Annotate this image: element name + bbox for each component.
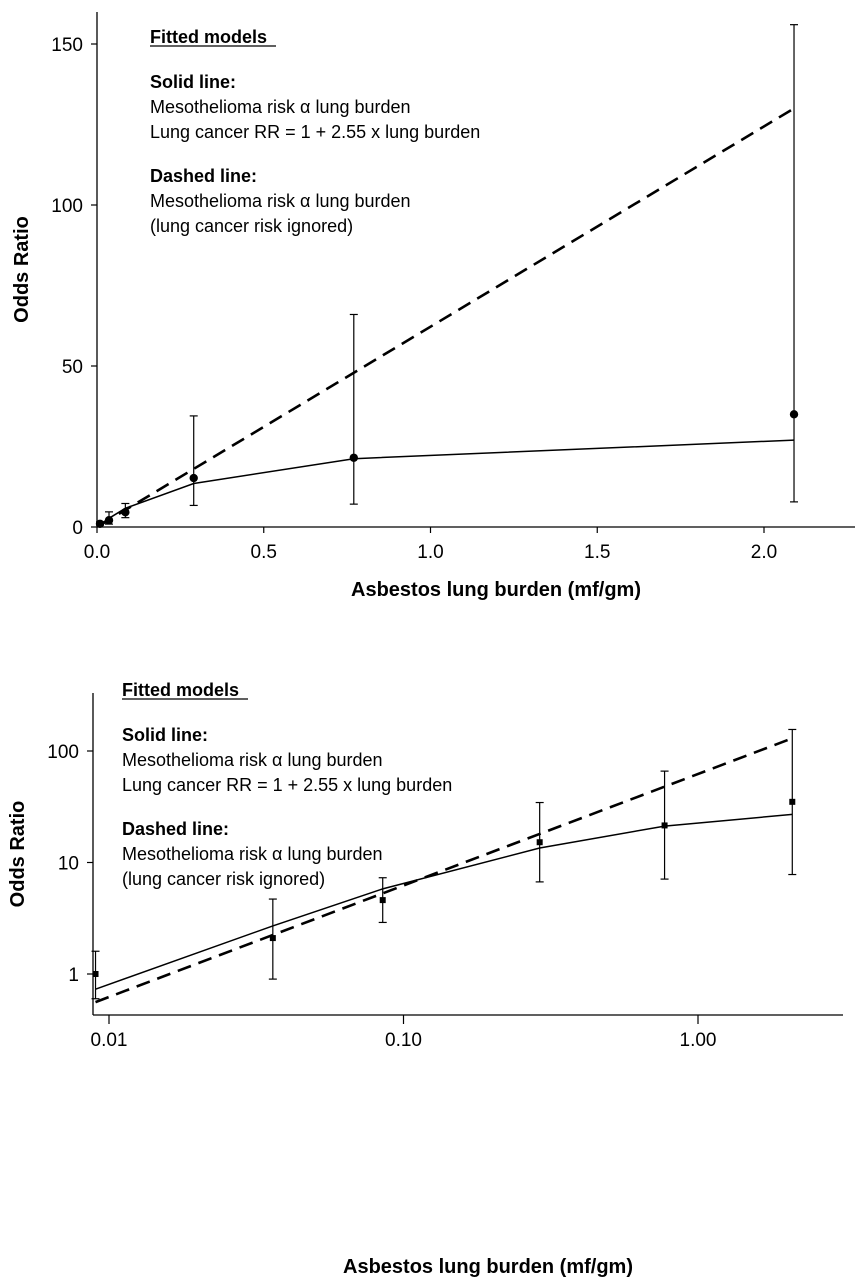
x-axis-label: Asbestos lung burden (mf/gm) — [351, 579, 641, 601]
chart-2: 0.01 0.10 1.00 1 10 100 Asbestos lung burden (… — [7, 680, 843, 1278]
data-point — [104, 516, 114, 525]
solid-model-line — [99, 439, 795, 526]
x-tick-label: 2.0 — [751, 542, 777, 563]
x-tick-label: 1.0 — [417, 542, 443, 563]
data-point — [269, 935, 276, 942]
x-axis-label: Asbestos lung burden (mf/gm) — [343, 1256, 633, 1278]
y-axis-label: Odds Ratio — [11, 216, 33, 323]
data-point — [349, 453, 358, 462]
x-tick-label: 0.10 — [385, 1030, 422, 1051]
y-tick-label: 1 — [68, 965, 79, 986]
data-point — [121, 507, 130, 517]
y-tick-label: 150 — [51, 35, 83, 56]
x-tick-label: 1.5 — [584, 542, 610, 563]
y-axis-label: Odds Ratio — [7, 801, 29, 908]
data-point — [95, 519, 105, 528]
annotation-heading: Fitted models — [150, 27, 267, 47]
data-point — [661, 822, 668, 829]
y-tick-label: 100 — [47, 742, 79, 763]
annotation-solid-title: Solid line: — [150, 72, 236, 92]
annotation-dashed-title: Dashed line: — [122, 819, 229, 839]
data-point — [789, 410, 799, 419]
data-point — [189, 473, 198, 483]
solid-model-line — [95, 813, 793, 990]
x-tick-label: 0.01 — [91, 1030, 128, 1051]
annotation-solid-title: Solid line: — [122, 725, 208, 745]
dashed-model-line — [99, 107, 795, 527]
chart-1: 0.0 0.5 1.0 1.5 2.0 0 50 100 150 Asbestos lung bu… — [11, 12, 855, 601]
annotation-dashed-line2: (lung cancer risk ignored) — [150, 216, 353, 236]
data-point — [536, 839, 543, 846]
y-tick-label: 100 — [51, 196, 83, 217]
data-point — [379, 897, 386, 904]
y-tick-label: 10 — [58, 854, 79, 875]
y-tick-label: 0 — [72, 518, 83, 539]
annotation-solid-line2: Lung cancer RR = 1 + 2.55 x lung burden — [122, 775, 452, 795]
x-tick-label: 0.5 — [251, 542, 277, 563]
annotation-dashed-line1: Mesothelioma risk α lung burden — [122, 844, 383, 864]
annotation-dashed-line2: (lung cancer risk ignored) — [122, 869, 325, 889]
annotation-solid-line2: Lung cancer RR = 1 + 2.55 x lung burden — [150, 122, 480, 142]
annotation-solid-line1: Mesothelioma risk α lung burden — [150, 97, 411, 117]
data-point — [92, 971, 99, 977]
data-point — [789, 798, 796, 805]
dashed-model-line — [95, 737, 793, 1004]
y-tick-label: 50 — [62, 357, 83, 378]
annotation-dashed-title: Dashed line: — [150, 166, 257, 186]
x-tick-label: 1.00 — [680, 1030, 717, 1051]
annotation-solid-line1: Mesothelioma risk α lung burden — [122, 750, 383, 770]
x-tick-label: 0.0 — [84, 542, 110, 563]
annotation-heading: Fitted models — [122, 680, 239, 700]
annotation-dashed-line1: Mesothelioma risk α lung burden — [150, 191, 411, 211]
